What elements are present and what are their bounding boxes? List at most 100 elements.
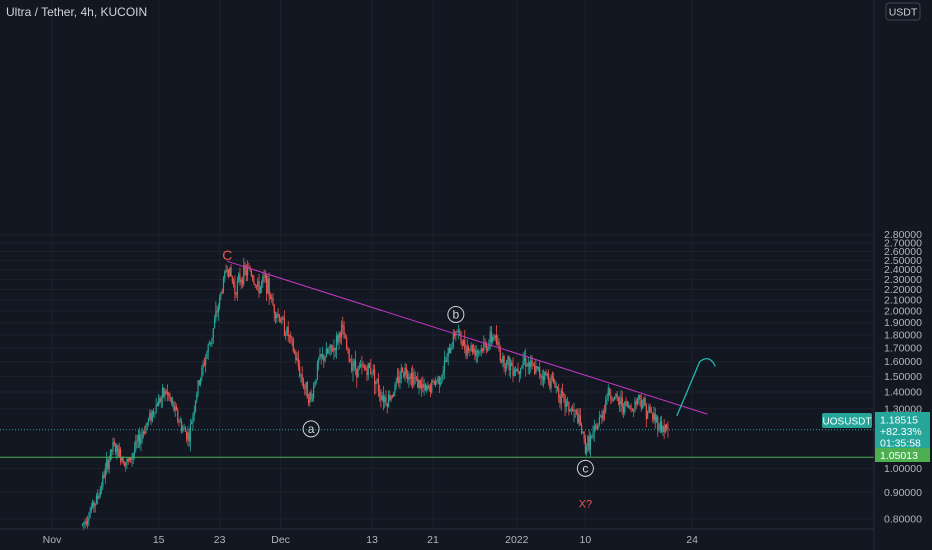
candle-body (568, 401, 570, 412)
candle-body (389, 395, 391, 400)
candle-body (244, 265, 246, 271)
candle-body (285, 334, 287, 336)
candle-body (85, 521, 87, 525)
candle-body (611, 398, 613, 401)
candle-body (554, 383, 556, 388)
candle-body (575, 410, 578, 413)
candle-body (451, 346, 453, 348)
candle-body (588, 436, 590, 451)
candle-body (116, 445, 118, 453)
candle-body (283, 318, 286, 336)
wave-annotations: Ca b c X? (222, 247, 594, 511)
current-price-value: 1.18515 (880, 415, 918, 427)
candle-body (550, 376, 552, 388)
candle-body (507, 356, 509, 361)
candle-body (102, 474, 104, 488)
candle-body (179, 421, 181, 423)
price-tick-label: 0.80000 (884, 514, 922, 526)
candle-body (250, 270, 252, 276)
candle-body (422, 384, 424, 388)
candle-body (648, 406, 650, 412)
candle-body (269, 295, 272, 299)
candle-body (291, 337, 293, 340)
candle-body (436, 381, 438, 382)
candle-body (380, 396, 382, 400)
candle-body (137, 434, 139, 442)
time-axis[interactable]: Nov 15 23 Dec 13 21 2022 10 24 (43, 534, 698, 546)
candle-body (277, 314, 279, 315)
price-tick-label: 1.40000 (884, 387, 922, 399)
candle-body (205, 358, 207, 365)
candle-body (578, 414, 580, 423)
candle-body (481, 348, 484, 351)
candle-body (142, 431, 145, 435)
candle-body (259, 286, 261, 294)
candle-body (431, 380, 433, 393)
candle-body (206, 352, 208, 359)
candle-body (413, 377, 415, 385)
candle-body (172, 401, 174, 403)
candle-body (106, 459, 108, 468)
currency-button[interactable]: USDT (885, 2, 921, 21)
currency-button-frame (885, 2, 921, 21)
time-tick-label: Nov (43, 534, 62, 546)
candle-body (487, 348, 489, 351)
candle-body (257, 281, 259, 286)
candle-body (427, 385, 429, 389)
candle-body (662, 426, 664, 432)
candle-body (154, 412, 156, 414)
candle-body (414, 377, 416, 378)
candle-body (333, 348, 335, 352)
candle-body (354, 360, 357, 369)
candle-body (254, 283, 256, 286)
candle-body (498, 342, 500, 351)
candle-body (525, 357, 527, 367)
candle-body (551, 376, 553, 379)
candle-body (344, 337, 346, 339)
candle-body (426, 385, 428, 391)
candle-body (147, 418, 150, 423)
candle-body (156, 404, 159, 407)
candle-body (399, 378, 401, 383)
candle-body (335, 335, 338, 351)
candle-body (207, 344, 209, 353)
candle-body (506, 360, 508, 369)
candle-body (429, 385, 432, 393)
descending-trendline[interactable] (227, 260, 708, 415)
wave-label-c: c (582, 461, 588, 475)
candle-body (342, 324, 344, 327)
candle-body (367, 363, 369, 376)
candle-body (513, 369, 515, 376)
candle-body (509, 362, 512, 370)
candle-body (239, 274, 241, 283)
time-tick-label: 13 (366, 534, 378, 546)
candle-body (153, 411, 155, 414)
candle-body (296, 358, 298, 361)
candle-body (108, 459, 110, 470)
candle-body (301, 374, 303, 382)
candle-body (602, 410, 604, 419)
candle-body (659, 421, 661, 430)
candle-body (470, 345, 472, 350)
candle-body (663, 426, 665, 433)
candle-body (643, 398, 645, 406)
candle-body (318, 358, 320, 363)
candle-body (553, 378, 555, 384)
candle-body (641, 405, 644, 409)
candle-body (329, 344, 331, 351)
candle-body (226, 269, 228, 273)
candle-body (437, 376, 439, 382)
projection-arrow[interactable] (676, 357, 716, 417)
price-tick-label: 2.10000 (884, 294, 922, 306)
candle-body (489, 331, 491, 344)
candle-body (304, 387, 306, 389)
candle-body (601, 415, 603, 419)
wave-label-circle (576, 459, 594, 477)
candle-body (309, 392, 311, 404)
candle-body (151, 411, 153, 421)
candle-body (90, 507, 92, 512)
candle-body (558, 388, 560, 398)
candle-body (403, 372, 405, 377)
